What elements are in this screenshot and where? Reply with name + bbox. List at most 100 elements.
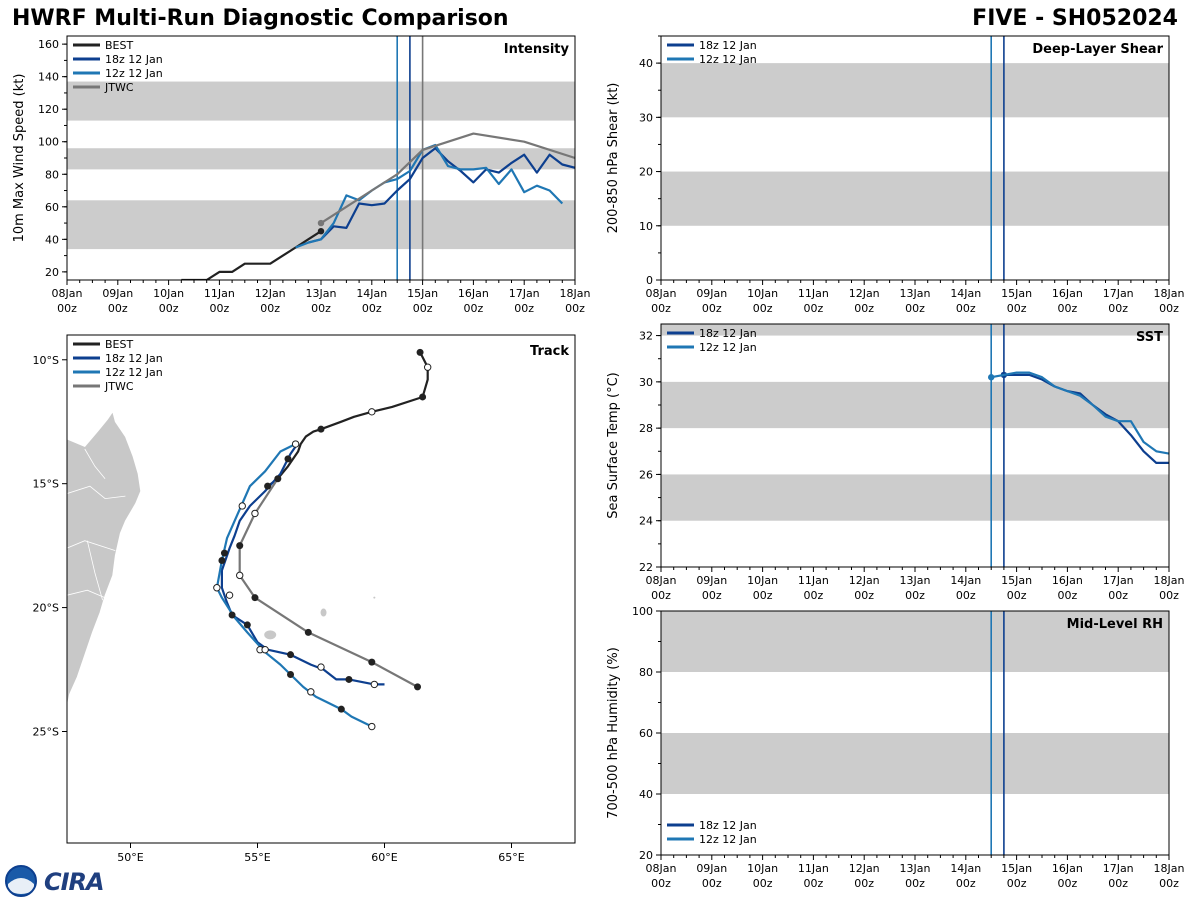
xtick-date-sst-5: 13Jan xyxy=(900,574,931,587)
ytick-label-rh-2: 60 xyxy=(639,727,653,740)
band-intensity-2 xyxy=(67,81,575,121)
legend-label-intensity-2: 12z 12 Jan xyxy=(105,67,163,80)
band-intensity-1 xyxy=(67,148,575,170)
ytick-label-rh-3: 80 xyxy=(639,666,653,679)
xtick-label-track-2: 60°E xyxy=(371,851,397,864)
xtick-label-track-1: 55°E xyxy=(244,851,270,864)
track-point-jtwc-2 xyxy=(304,628,312,636)
xtick-hour-sst-9: 00z xyxy=(1108,589,1128,602)
point-intensity-jtwc-0 xyxy=(317,219,325,227)
track-line-best xyxy=(267,351,429,488)
xtick-hour-rh-7: 00z xyxy=(1007,877,1027,890)
xtick-hour-shear-4: 00z xyxy=(854,302,874,315)
xtick-date-intensity-1: 09Jan xyxy=(102,287,133,300)
ytick-label-intensity-3: 80 xyxy=(45,168,59,181)
xtick-date-sst-7: 15Jan xyxy=(1001,574,1032,587)
panel-title-sst: SST xyxy=(1136,330,1163,345)
track-open-point-run12z-5 xyxy=(261,646,269,654)
legend-label-intensity-3: JTWC xyxy=(104,81,134,94)
ylabel-rh: 700-500 hPa Humidity (%) xyxy=(606,647,621,819)
xtick-date-intensity-8: 16Jan xyxy=(458,287,489,300)
xtick-hour-sst-5: 00z xyxy=(905,589,925,602)
xtick-date-rh-4: 12Jan xyxy=(849,862,880,875)
cargados-island xyxy=(373,596,376,599)
ytick-label-rh-1: 40 xyxy=(639,788,653,801)
band-shear-1 xyxy=(661,63,1169,118)
xtick-date-intensity-10: 18Jan xyxy=(560,287,591,300)
plot-area-rh xyxy=(661,611,1169,855)
track-point-jtwc-4 xyxy=(414,683,422,691)
xtick-hour-intensity-0: 00z xyxy=(57,302,77,315)
xtick-hour-intensity-10: 00z xyxy=(565,302,585,315)
ytick-label-intensity-1: 40 xyxy=(45,233,59,246)
xtick-date-rh-8: 16Jan xyxy=(1052,862,1083,875)
reunion-island xyxy=(264,630,277,640)
xtick-date-shear-8: 16Jan xyxy=(1052,287,1083,300)
ytick-label-intensity-6: 140 xyxy=(38,71,59,84)
band-sst-0 xyxy=(661,474,1169,521)
xtick-date-intensity-4: 12Jan xyxy=(255,287,286,300)
xtick-label-track-0: 50°E xyxy=(117,851,143,864)
xtick-hour-sst-0: 00z xyxy=(651,589,671,602)
ytick-label-track-0: 10°S xyxy=(33,354,59,367)
ytick-label-intensity-0: 20 xyxy=(45,266,59,279)
band-shear-0 xyxy=(661,171,1169,226)
panel-title-intensity: Intensity xyxy=(504,42,570,57)
ytick-label-shear-4: 40 xyxy=(639,57,653,70)
xtick-date-shear-9: 17Jan xyxy=(1103,287,1134,300)
xtick-date-rh-1: 09Jan xyxy=(696,862,727,875)
track-point-best-0 xyxy=(416,348,424,356)
xtick-hour-sst-2: 00z xyxy=(753,589,773,602)
cira-logo: CIRA xyxy=(4,864,114,898)
province-border-3 xyxy=(84,448,106,479)
legend-label-rh-0: 18z 12 Jan xyxy=(699,819,757,832)
track-point-run18z-0 xyxy=(284,455,292,463)
xtick-date-rh-9: 17Jan xyxy=(1103,862,1134,875)
xtick-hour-intensity-1: 00z xyxy=(108,302,128,315)
province-border-1 xyxy=(67,540,116,551)
legend-label-track-1: 18z 12 Jan xyxy=(105,352,163,365)
track-point-best-2 xyxy=(317,425,325,433)
xtick-date-shear-5: 13Jan xyxy=(900,287,931,300)
track-point-best-1 xyxy=(419,393,427,401)
xtick-date-shear-3: 11Jan xyxy=(798,287,829,300)
xtick-date-sst-1: 09Jan xyxy=(696,574,727,587)
xtick-date-rh-6: 14Jan xyxy=(950,862,981,875)
legend-label-rh-1: 12z 12 Jan xyxy=(699,833,757,846)
xtick-hour-intensity-6: 00z xyxy=(362,302,382,315)
track-point-best-3 xyxy=(274,475,282,483)
legend-label-track-3: JTWC xyxy=(104,380,134,393)
track-point-run18z-3 xyxy=(228,611,236,619)
track-open-point-best-0 xyxy=(423,363,432,371)
mauritius-island xyxy=(320,608,327,617)
track-point-jtwc-3 xyxy=(368,658,376,666)
xtick-date-intensity-3: 11Jan xyxy=(204,287,235,300)
track-open-point-run12z-0 xyxy=(291,440,300,448)
ytick-label-sst-4: 30 xyxy=(639,376,653,389)
xtick-hour-shear-5: 00z xyxy=(905,302,925,315)
xtick-hour-sst-7: 00z xyxy=(1007,589,1027,602)
ytick-label-intensity-7: 160 xyxy=(38,38,59,51)
track-line-run12z xyxy=(215,443,373,728)
ytick-label-track-2: 20°S xyxy=(33,602,59,615)
xtick-date-rh-3: 11Jan xyxy=(798,862,829,875)
ylabel-sst: Sea Surface Temp (°C) xyxy=(606,372,621,519)
xtick-date-shear-6: 14Jan xyxy=(950,287,981,300)
xtick-hour-shear-0: 00z xyxy=(651,302,671,315)
xtick-date-shear-7: 15Jan xyxy=(1001,287,1032,300)
ytick-label-intensity-5: 120 xyxy=(38,103,59,116)
track-open-point-run12z-1 xyxy=(238,502,246,510)
ylabel-shear: 200-850 hPa Shear (kt) xyxy=(606,83,621,234)
track-point-run18z-4 xyxy=(243,621,251,629)
figure-title: HWRF Multi-Run Diagnostic Comparison xyxy=(12,6,509,31)
noaa-logo-icon xyxy=(5,865,37,897)
ytick-label-sst-1: 24 xyxy=(639,515,653,528)
panel-title-rh: Mid-Level RH xyxy=(1067,617,1163,632)
xtick-date-shear-1: 09Jan xyxy=(696,287,727,300)
ytick-label-sst-0: 22 xyxy=(639,561,653,574)
track-point-run18z-2 xyxy=(218,557,226,565)
xtick-hour-rh-10: 00z xyxy=(1159,877,1179,890)
xtick-hour-rh-6: 00z xyxy=(956,877,976,890)
panel-title-track: Track xyxy=(530,344,569,359)
